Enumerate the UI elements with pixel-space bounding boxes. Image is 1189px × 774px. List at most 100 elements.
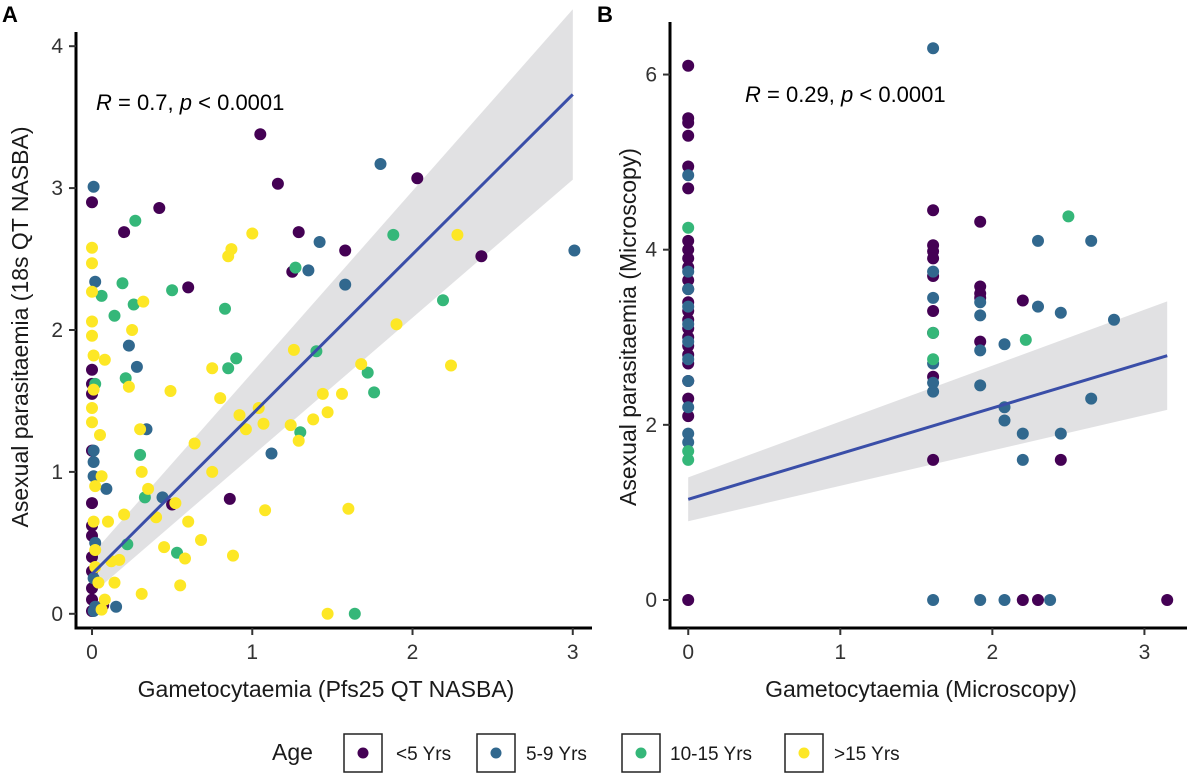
data-point: [118, 508, 131, 521]
data-point: [390, 318, 403, 331]
data-point: [927, 42, 940, 55]
data-point: [95, 470, 108, 483]
data-point: [927, 252, 940, 265]
data-point: [284, 419, 297, 432]
data-point: [927, 376, 940, 389]
data-point: [313, 236, 326, 248]
data-point: [134, 423, 147, 436]
data-point: [182, 515, 195, 528]
x-axis-label: Gametocytaemia (Microscopy): [765, 676, 1077, 702]
data-point: [166, 284, 179, 297]
data-point: [321, 406, 334, 419]
data-point: [682, 234, 695, 247]
legend-label: 5-9 Yrs: [526, 744, 587, 765]
data-point: [86, 402, 98, 414]
data-point: [230, 352, 243, 365]
y-axis-ticks: 0 2 4 6: [645, 64, 670, 612]
data-point: [1032, 594, 1044, 606]
y-axis-label: Asexual parasitaemia (18s QT NASBA): [7, 127, 33, 528]
data-point: [86, 416, 98, 429]
p-text: < 0.0001: [853, 82, 945, 107]
legend-label: <5 Yrs: [396, 744, 451, 765]
data-point: [682, 252, 695, 265]
scatter-points: [682, 42, 1174, 606]
data-point: [927, 385, 940, 398]
data-point: [682, 182, 695, 195]
data-point: [94, 429, 106, 441]
data-point: [437, 294, 449, 307]
y-axis-ticks: 0 1 2 3 4: [51, 35, 76, 626]
data-point: [927, 305, 940, 317]
data-point: [682, 274, 695, 287]
data-point: [411, 172, 424, 185]
data-point: [339, 278, 352, 291]
data-point: [445, 359, 457, 372]
x-tick-label: 3: [1139, 641, 1151, 664]
panel-a: A 0 1 2 3 4 0 1 2 3 R = 0.7, p < 0.0001 Gametoc…: [2, 2, 592, 702]
data-point: [219, 302, 231, 315]
data-point: [259, 504, 272, 517]
data-point: [682, 116, 695, 129]
data-point: [95, 289, 108, 302]
data-point: [89, 544, 102, 556]
regression-ci-band: [688, 301, 1168, 522]
data-point: [292, 226, 305, 239]
legend-swatch: [357, 747, 369, 759]
data-point: [927, 453, 940, 466]
data-point: [927, 291, 940, 304]
data-point: [1062, 210, 1075, 223]
data-point: [287, 343, 300, 356]
data-point: [110, 600, 123, 613]
data-point: [387, 228, 400, 241]
data-point: [89, 275, 102, 288]
data-point: [974, 215, 987, 228]
data-point: [682, 436, 695, 449]
data-point: [1085, 392, 1098, 405]
data-point: [682, 243, 695, 256]
data-point: [137, 295, 150, 308]
p-symbol: p: [840, 82, 853, 107]
data-point: [682, 283, 695, 296]
data-point: [98, 593, 111, 606]
data-point: [302, 264, 315, 277]
legend-item-under-5: <5 Yrs: [343, 733, 451, 773]
data-point: [135, 587, 148, 600]
data-point: [206, 465, 219, 478]
data-point: [1054, 306, 1067, 319]
data-point: [682, 392, 695, 405]
data-point: [86, 285, 98, 298]
data-point: [87, 180, 100, 193]
data-point: [195, 534, 207, 546]
data-point: [475, 250, 488, 263]
data-point: [682, 445, 695, 458]
data-point: [87, 349, 100, 362]
regression-ci-band: [92, 9, 573, 594]
data-point: [682, 221, 695, 234]
data-point: [568, 244, 581, 257]
data-point: [682, 353, 695, 366]
data-point: [1016, 594, 1029, 606]
y-tick-label: 3: [51, 177, 63, 200]
data-point: [182, 281, 195, 294]
data-point: [682, 427, 695, 440]
data-point: [102, 515, 114, 528]
legend-swatch: [798, 747, 810, 759]
legend: Age <5 Yrs 5-9 Yrs 10-15 Yrs >15 Yrs: [272, 733, 900, 773]
data-point: [108, 576, 121, 589]
y-tick-label: 4: [51, 35, 63, 58]
data-point: [233, 409, 246, 422]
data-point: [368, 386, 381, 399]
data-point: [682, 169, 695, 182]
data-point: [998, 594, 1011, 606]
data-point: [316, 387, 329, 400]
data-point: [927, 265, 940, 278]
data-point: [179, 552, 191, 565]
data-point: [1032, 300, 1044, 313]
data-point: [1054, 453, 1067, 466]
data-point: [118, 226, 131, 239]
y-tick-label: 4: [645, 239, 657, 262]
data-point: [129, 214, 142, 227]
y-tick-label: 6: [645, 64, 657, 87]
x-axis-ticks: 0 1 2 3: [682, 628, 1150, 664]
data-point: [289, 261, 302, 274]
